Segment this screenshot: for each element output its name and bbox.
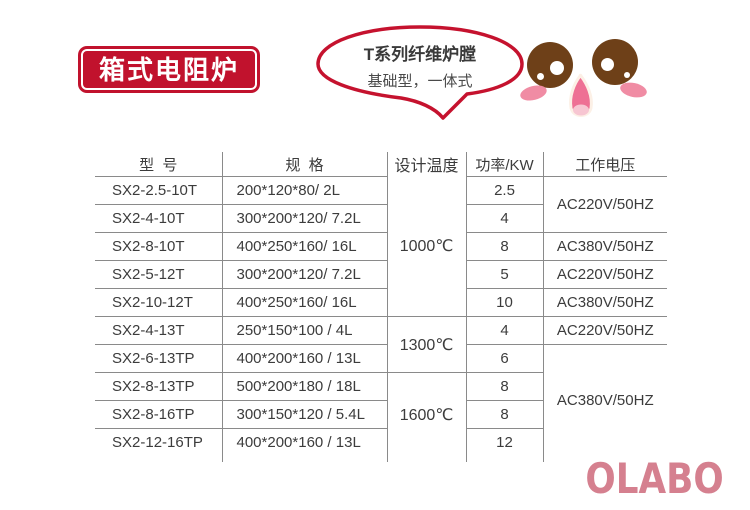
power-cell: 10: [466, 288, 544, 317]
power-cell: 12: [466, 428, 544, 456]
model-cell: SX2-4-13T: [95, 316, 223, 345]
spec-cell: 400*200*160 / 13L: [222, 428, 388, 456]
mascot-right-eye: [592, 39, 638, 85]
header-voltage: 工作电压: [543, 152, 667, 177]
temperature-cell: 1000℃: [387, 176, 467, 317]
eye-highlight: [537, 73, 544, 80]
voltage-cell: AC220V/50HZ: [543, 260, 667, 289]
voltage-cell: AC380V/50HZ: [556, 392, 654, 409]
table-row: SX2-8-13TP 500*200*180 / 18L 1600℃ 8: [95, 372, 667, 456]
power-cell: 8: [466, 400, 544, 429]
voltage-cell: AC220V/50HZ: [543, 176, 667, 233]
power-cell: 4: [466, 316, 544, 345]
mascot-right-cheek: [618, 80, 649, 100]
table-row: SX2-8-10T 400*250*160/ 16L 8 AC380V/50HZ: [95, 232, 667, 261]
power-cell: 6: [466, 344, 544, 373]
header-spec: 规 格: [222, 152, 388, 177]
table-row: SX2-6-13TP 400*200*160 / 13L 6 AC380V/50…: [95, 344, 667, 409]
model-cell: SX2-6-13TP: [95, 344, 223, 373]
voltage-cell: AC380V/50HZ: [543, 232, 667, 261]
speech-bubble: [316, 25, 524, 120]
spec-cell: 400*250*160/ 16L: [222, 288, 388, 317]
header-model: 型 号: [95, 152, 223, 177]
eye-highlight: [550, 61, 564, 75]
eye-highlight: [624, 72, 630, 78]
power-cell: 8: [466, 232, 544, 261]
spec-cell: 400*200*160 / 13L: [222, 344, 388, 373]
voltage-cell: AC380V/50HZ: [543, 288, 667, 317]
spec-cell: 250*150*100 / 4L: [222, 316, 388, 345]
bubble-subtitle: 基础型，一体式: [367, 73, 473, 90]
model-cell: SX2-5-12T: [95, 260, 223, 289]
spec-cell: 300*150*120 / 5.4L: [222, 400, 388, 429]
model-cell: SX2-8-10T: [95, 232, 223, 261]
model-cell: SX2-8-13TP: [95, 372, 223, 401]
power-cell: 5: [466, 260, 544, 289]
table-header-row: 型 号 规 格 设计温度 功率/KW 工作电压: [95, 152, 667, 177]
model-cell: SX2-8-16TP: [95, 400, 223, 429]
eye-highlight: [601, 58, 614, 71]
brand-logo: OLABO: [585, 454, 724, 503]
temperature-cell: 1300℃: [387, 316, 467, 373]
model-cell: SX2-10-12T: [95, 288, 223, 317]
model-cell: SX2-4-10T: [95, 204, 223, 233]
spec-cell: 500*200*180 / 18L: [222, 372, 388, 401]
header-power: 功率/KW: [466, 152, 544, 177]
power-cell: 2.5: [466, 176, 544, 205]
model-cell: SX2-12-16TP: [95, 428, 223, 456]
header-temperature: 设计温度: [387, 152, 467, 177]
product-title: 箱式电阻炉: [98, 54, 239, 85]
spec-cell: 200*120*80/ 2L: [222, 176, 388, 205]
power-cell: 4: [466, 204, 544, 233]
table-row: SX2-4-10T 300*200*120/ 7.2L 4: [95, 204, 667, 233]
product-title-banner: 箱式电阻炉: [78, 46, 260, 93]
power-cell: 8: [466, 372, 544, 401]
table-row: SX2-8-16TP 300*150*120 / 5.4L 8: [95, 400, 667, 429]
table-row: SX2-4-13T 250*150*100 / 4L 1300℃ 4 AC220…: [95, 316, 667, 373]
voltage-cell: AC220V/50HZ: [543, 316, 667, 345]
table-row: SX2-2.5-10T 200*120*80/ 2L 1000℃ 2.5 AC2…: [95, 176, 667, 317]
bubble-title: T系列纤维炉膛: [363, 45, 477, 64]
spec-cell: 400*250*160/ 16L: [222, 232, 388, 261]
table-row: SX2-5-12T 300*200*120/ 7.2L 5 AC220V/50H…: [95, 260, 667, 289]
temperature-cell: 1600℃: [387, 372, 467, 456]
spec-cell: 300*200*120/ 7.2L: [222, 260, 388, 289]
spec-cell: 300*200*120/ 7.2L: [222, 204, 388, 233]
model-cell: SX2-2.5-10T: [95, 176, 223, 205]
mascot-tongue: [569, 73, 593, 117]
table-row: SX2-12-16TP 400*200*160 / 13L 12: [95, 428, 667, 456]
spec-table: 型 号 规 格 设计温度 功率/KW 工作电压 SX2-2.5-10T 200*…: [95, 152, 667, 462]
table-row: SX2-10-12T 400*250*160/ 16L 10 AC380V/50…: [95, 288, 667, 317]
table-bottom-line-stubs: [95, 456, 667, 462]
